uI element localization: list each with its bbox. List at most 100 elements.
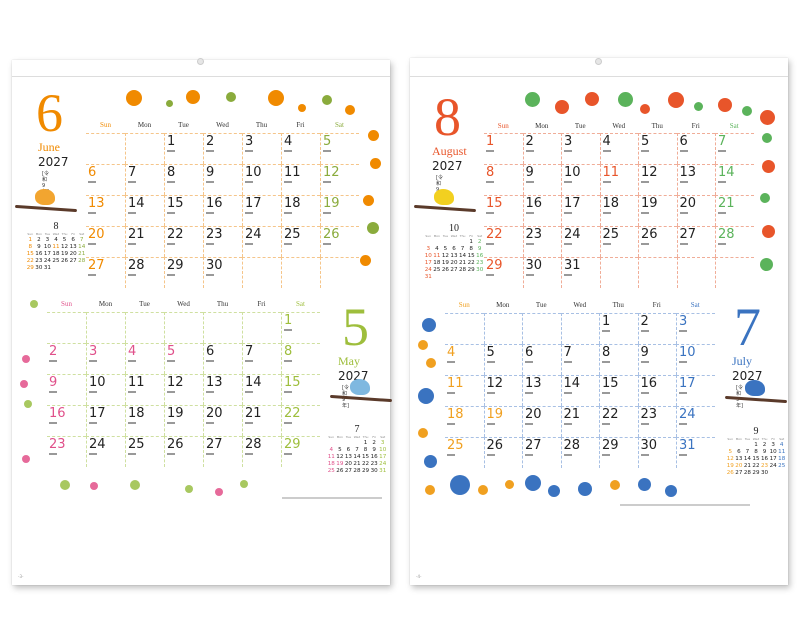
day-cell[interactable]: 10 (242, 164, 281, 195)
day-cell[interactable]: 22 (484, 226, 523, 257)
day-cell[interactable]: 4 (281, 133, 320, 164)
day-cell[interactable]: 23 (637, 406, 676, 437)
day-cell[interactable]: 16 (522, 195, 561, 226)
day-cell[interactable]: 20 (86, 226, 125, 257)
day-cell[interactable]: 28 (242, 436, 281, 467)
day-cell[interactable]: 8 (281, 343, 320, 374)
day-cell[interactable]: 27 (522, 437, 561, 468)
day-cell[interactable]: 9 (47, 374, 86, 405)
day-cell[interactable]: 13 (522, 375, 561, 406)
day-cell[interactable] (125, 133, 164, 164)
day-cell[interactable]: 26 (320, 226, 359, 257)
day-cell[interactable]: 8 (484, 164, 523, 195)
day-cell[interactable]: 23 (47, 436, 86, 467)
day-cell[interactable]: 6 (203, 343, 242, 374)
day-cell[interactable] (164, 312, 203, 343)
day-cell[interactable]: 12 (638, 164, 677, 195)
day-cell[interactable]: 28 (560, 437, 599, 468)
day-cell[interactable] (483, 313, 522, 344)
day-cell[interactable]: 4 (599, 133, 638, 164)
day-cell[interactable] (445, 313, 484, 344)
day-cell[interactable] (125, 312, 164, 343)
day-cell[interactable]: 26 (164, 436, 203, 467)
day-cell[interactable]: 3 (561, 133, 600, 164)
day-cell[interactable]: 28 (125, 257, 164, 288)
day-cell[interactable]: 19 (483, 406, 522, 437)
day-cell[interactable]: 11 (599, 164, 638, 195)
day-cell[interactable]: 4 (445, 344, 484, 375)
day-cell[interactable]: 25 (599, 226, 638, 257)
day-cell[interactable]: 12 (320, 164, 359, 195)
day-cell[interactable] (86, 133, 125, 164)
day-cell[interactable] (203, 312, 242, 343)
day-cell[interactable]: 2 (47, 343, 86, 374)
day-cell[interactable]: 20 (676, 195, 715, 226)
day-cell[interactable]: 25 (445, 437, 484, 468)
day-cell[interactable]: 10 (676, 344, 715, 375)
day-cell[interactable]: 11 (281, 164, 320, 195)
day-cell[interactable]: 29 (599, 437, 638, 468)
day-cell[interactable]: 17 (242, 195, 281, 226)
day-cell[interactable]: 2 (203, 133, 242, 164)
day-cell[interactable]: 30 (522, 257, 561, 288)
day-cell[interactable]: 23 (203, 226, 242, 257)
day-cell[interactable]: 17 (561, 195, 600, 226)
day-cell[interactable] (599, 257, 638, 288)
day-cell[interactable]: 30 (203, 257, 242, 288)
day-cell[interactable]: 12 (483, 375, 522, 406)
day-cell[interactable] (47, 312, 86, 343)
day-cell[interactable]: 5 (638, 133, 677, 164)
day-cell[interactable]: 13 (203, 374, 242, 405)
day-cell[interactable]: 27 (676, 226, 715, 257)
day-cell[interactable]: 1 (281, 312, 320, 343)
day-cell[interactable]: 9 (637, 344, 676, 375)
day-cell[interactable]: 14 (715, 164, 754, 195)
day-cell[interactable]: 4 (125, 343, 164, 374)
day-cell[interactable]: 3 (86, 343, 125, 374)
day-cell[interactable]: 29 (281, 436, 320, 467)
day-cell[interactable]: 25 (281, 226, 320, 257)
day-cell[interactable]: 24 (242, 226, 281, 257)
day-cell[interactable]: 16 (203, 195, 242, 226)
day-cell[interactable]: 3 (676, 313, 715, 344)
day-cell[interactable]: 17 (86, 405, 125, 436)
day-cell[interactable]: 8 (164, 164, 203, 195)
day-cell[interactable]: 6 (522, 344, 561, 375)
day-cell[interactable]: 23 (522, 226, 561, 257)
day-cell[interactable]: 21 (125, 226, 164, 257)
day-cell[interactable]: 19 (164, 405, 203, 436)
day-cell[interactable]: 19 (320, 195, 359, 226)
day-cell[interactable]: 29 (484, 257, 523, 288)
day-cell[interactable] (242, 257, 281, 288)
day-cell[interactable]: 8 (599, 344, 638, 375)
day-cell[interactable] (242, 312, 281, 343)
day-cell[interactable]: 22 (164, 226, 203, 257)
day-cell[interactable] (281, 257, 320, 288)
day-cell[interactable]: 5 (320, 133, 359, 164)
day-cell[interactable]: 2 (637, 313, 676, 344)
day-cell[interactable]: 26 (638, 226, 677, 257)
day-cell[interactable]: 29 (164, 257, 203, 288)
day-cell[interactable]: 14 (125, 195, 164, 226)
day-cell[interactable]: 24 (86, 436, 125, 467)
day-cell[interactable]: 6 (676, 133, 715, 164)
day-cell[interactable]: 21 (715, 195, 754, 226)
day-cell[interactable]: 15 (599, 375, 638, 406)
day-cell[interactable]: 16 (637, 375, 676, 406)
day-cell[interactable]: 30 (637, 437, 676, 468)
day-cell[interactable]: 15 (484, 195, 523, 226)
day-cell[interactable]: 13 (676, 164, 715, 195)
day-cell[interactable]: 18 (281, 195, 320, 226)
day-cell[interactable]: 1 (599, 313, 638, 344)
day-cell[interactable] (638, 257, 677, 288)
day-cell[interactable]: 6 (86, 164, 125, 195)
day-cell[interactable]: 9 (203, 164, 242, 195)
day-cell[interactable]: 14 (560, 375, 599, 406)
day-cell[interactable]: 7 (560, 344, 599, 375)
day-cell[interactable] (676, 257, 715, 288)
day-cell[interactable]: 11 (125, 374, 164, 405)
day-cell[interactable]: 27 (203, 436, 242, 467)
day-cell[interactable]: 11 (445, 375, 484, 406)
day-cell[interactable]: 24 (676, 406, 715, 437)
day-cell[interactable]: 24 (561, 226, 600, 257)
